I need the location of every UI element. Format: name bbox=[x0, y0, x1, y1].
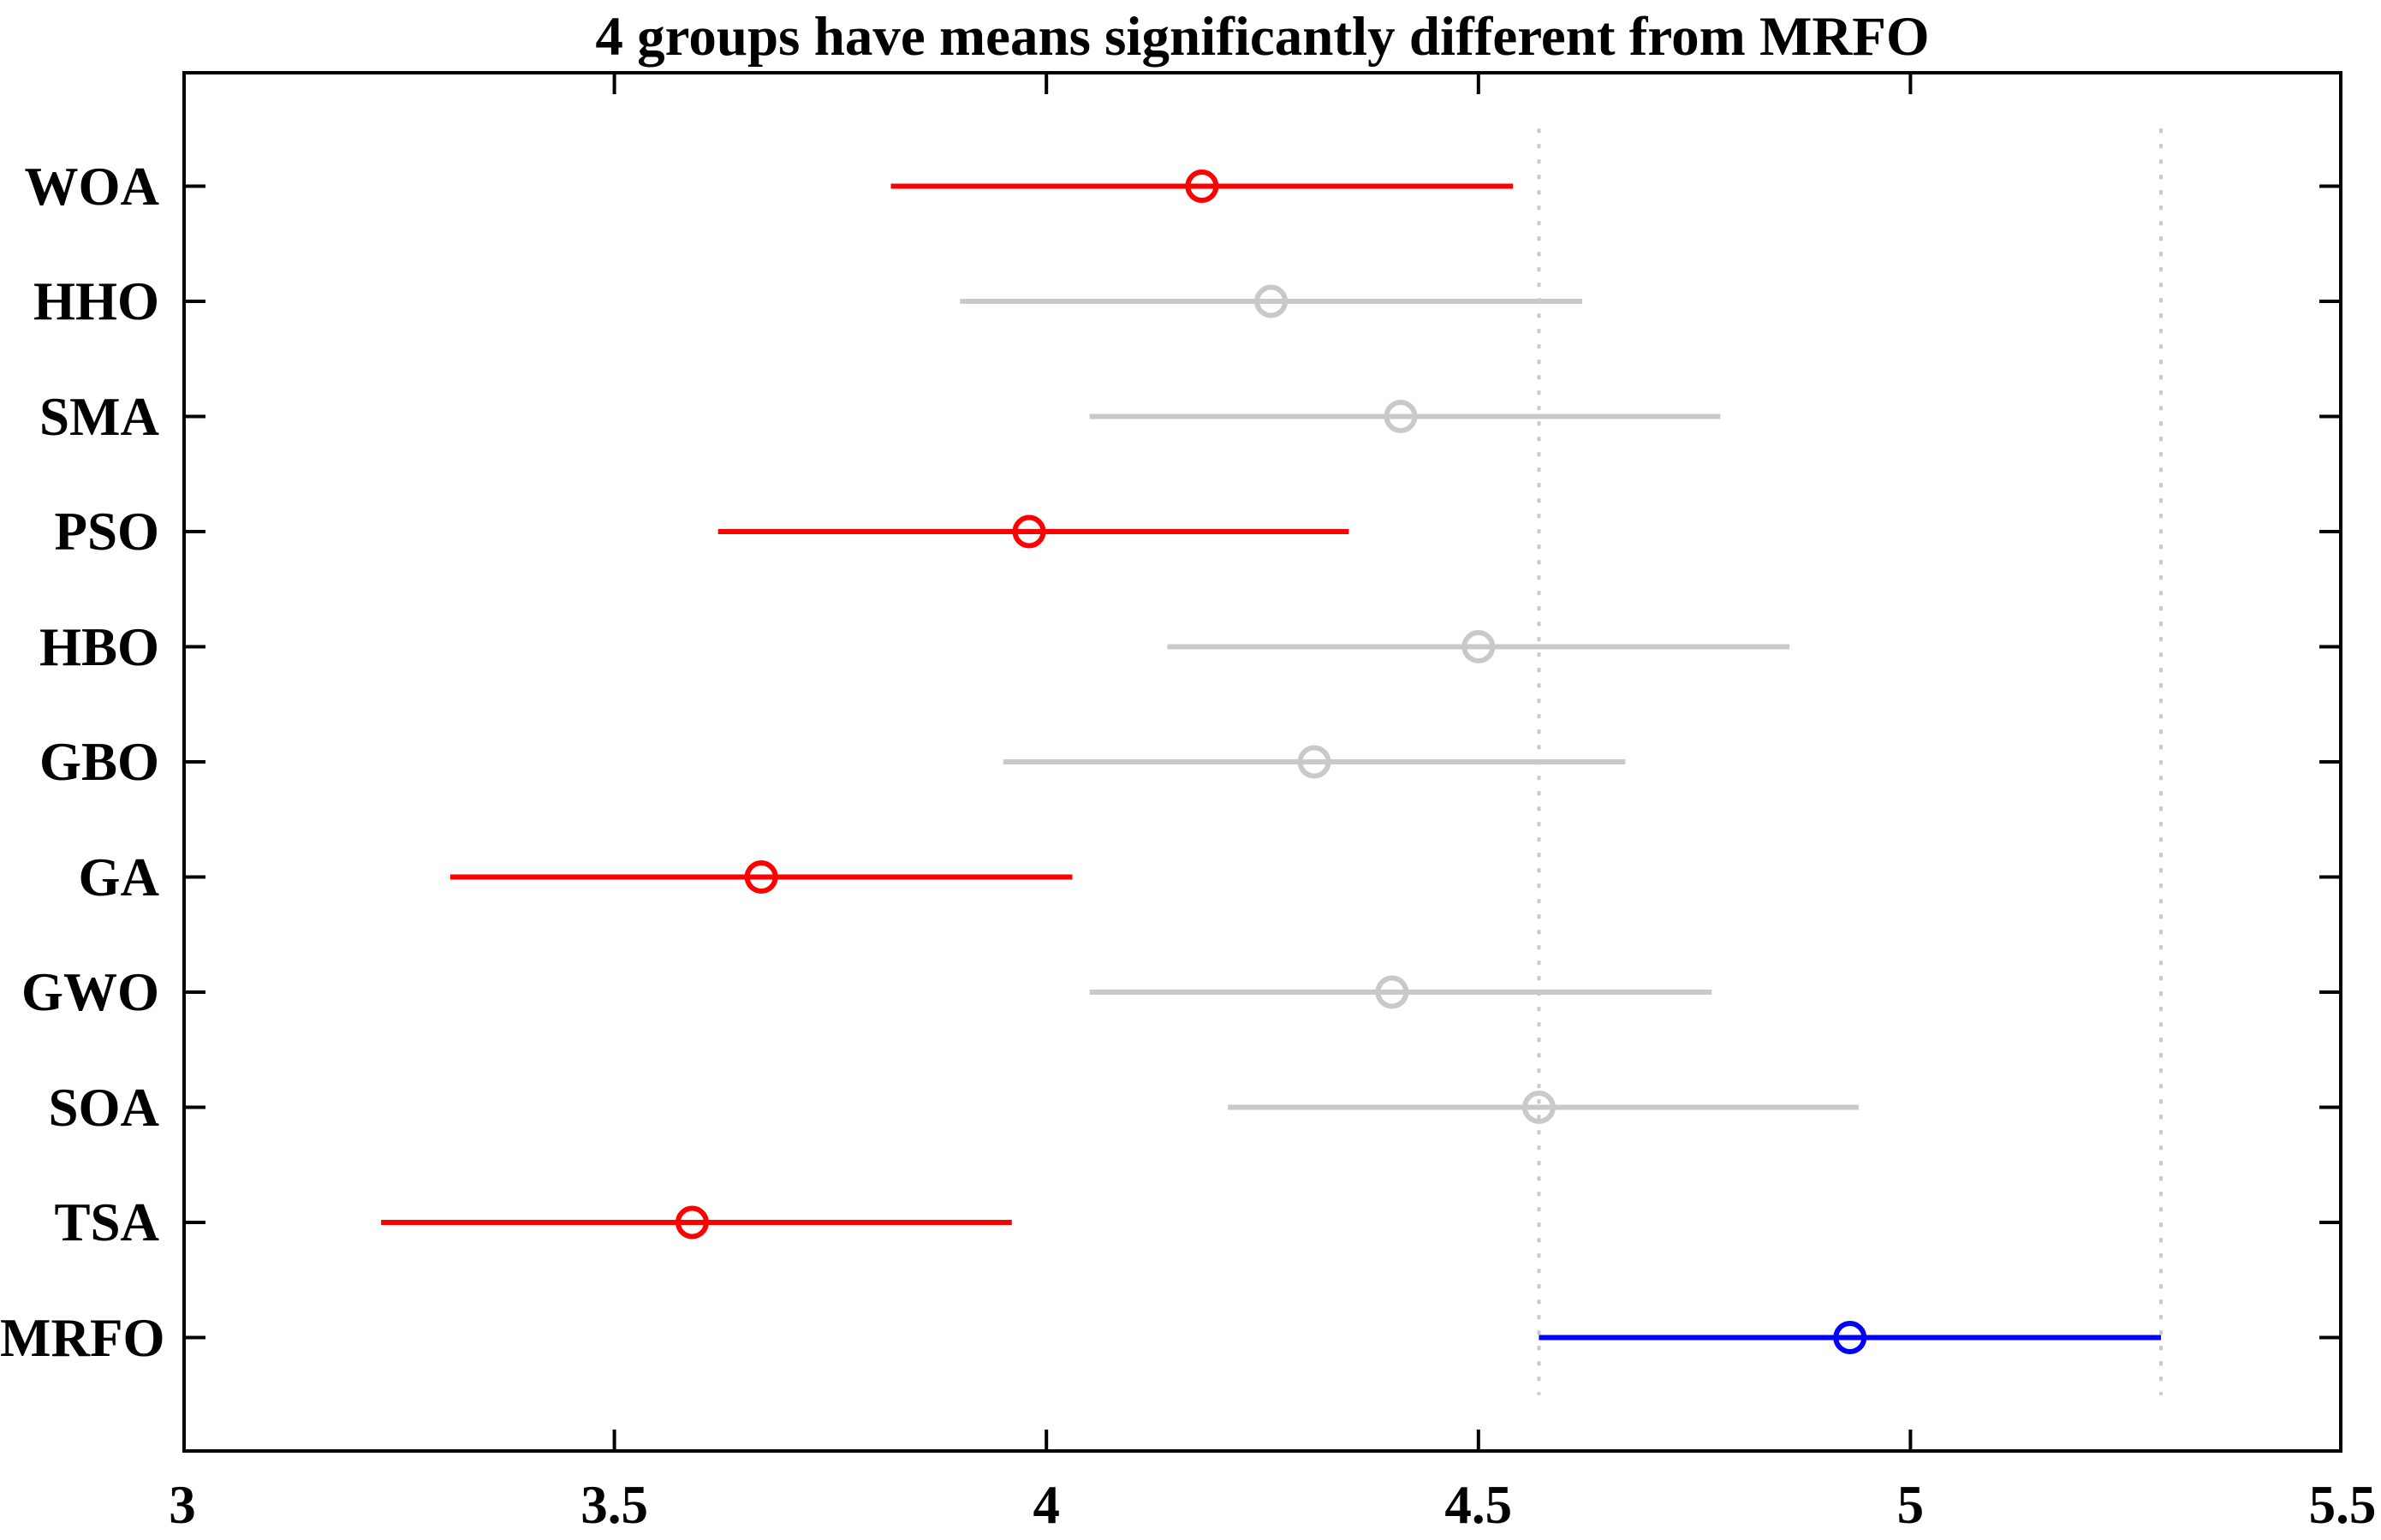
y-tick-label-woa: WOA bbox=[24, 156, 160, 217]
mean-marker-mrfo bbox=[1833, 1321, 1867, 1354]
x-tick-label-4.5: 4.5 bbox=[1444, 1475, 1513, 1535]
chart-canvas bbox=[182, 71, 2342, 1453]
y-tick-label-sma: SMA bbox=[39, 386, 159, 447]
axes-box bbox=[182, 71, 2342, 1453]
plot-area bbox=[182, 71, 2342, 1453]
mean-marker-hho bbox=[1254, 284, 1289, 318]
chart-title: 4 groups have means significantly differ… bbox=[595, 6, 1930, 68]
mean-marker-sma bbox=[1384, 400, 1418, 433]
x-tick-label-3.5: 3.5 bbox=[580, 1475, 648, 1535]
y-tick-label-gbo: GBO bbox=[39, 732, 159, 792]
y-tick-label-mrfo: MRFO bbox=[0, 1307, 165, 1368]
mean-marker-pso bbox=[1012, 514, 1046, 549]
y-tick-label-hho: HHO bbox=[33, 271, 159, 331]
x-tick-label-5.5: 5.5 bbox=[2308, 1475, 2377, 1535]
mean-marker-tsa bbox=[675, 1205, 709, 1240]
mean-marker-woa bbox=[1185, 169, 1219, 203]
mean-marker-hbo bbox=[1461, 630, 1496, 663]
y-tick-label-tsa: TSA bbox=[54, 1192, 159, 1252]
y-tick-label-soa: SOA bbox=[48, 1077, 159, 1138]
y-tick-label-hbo: HBO bbox=[39, 616, 159, 677]
mean-marker-ga bbox=[744, 860, 778, 894]
x-tick-label-3: 3 bbox=[169, 1475, 196, 1535]
mean-marker-soa bbox=[1521, 1091, 1556, 1124]
x-tick-label-4: 4 bbox=[1033, 1475, 1060, 1535]
mean-marker-gbo bbox=[1297, 745, 1331, 779]
y-tick-label-gwo: GWO bbox=[21, 962, 159, 1022]
x-tick-label-5: 5 bbox=[1896, 1475, 1925, 1535]
y-tick-label-ga: GA bbox=[78, 847, 160, 907]
y-tick-label-pso: PSO bbox=[54, 502, 159, 562]
mean-marker-gwo bbox=[1375, 975, 1409, 1009]
